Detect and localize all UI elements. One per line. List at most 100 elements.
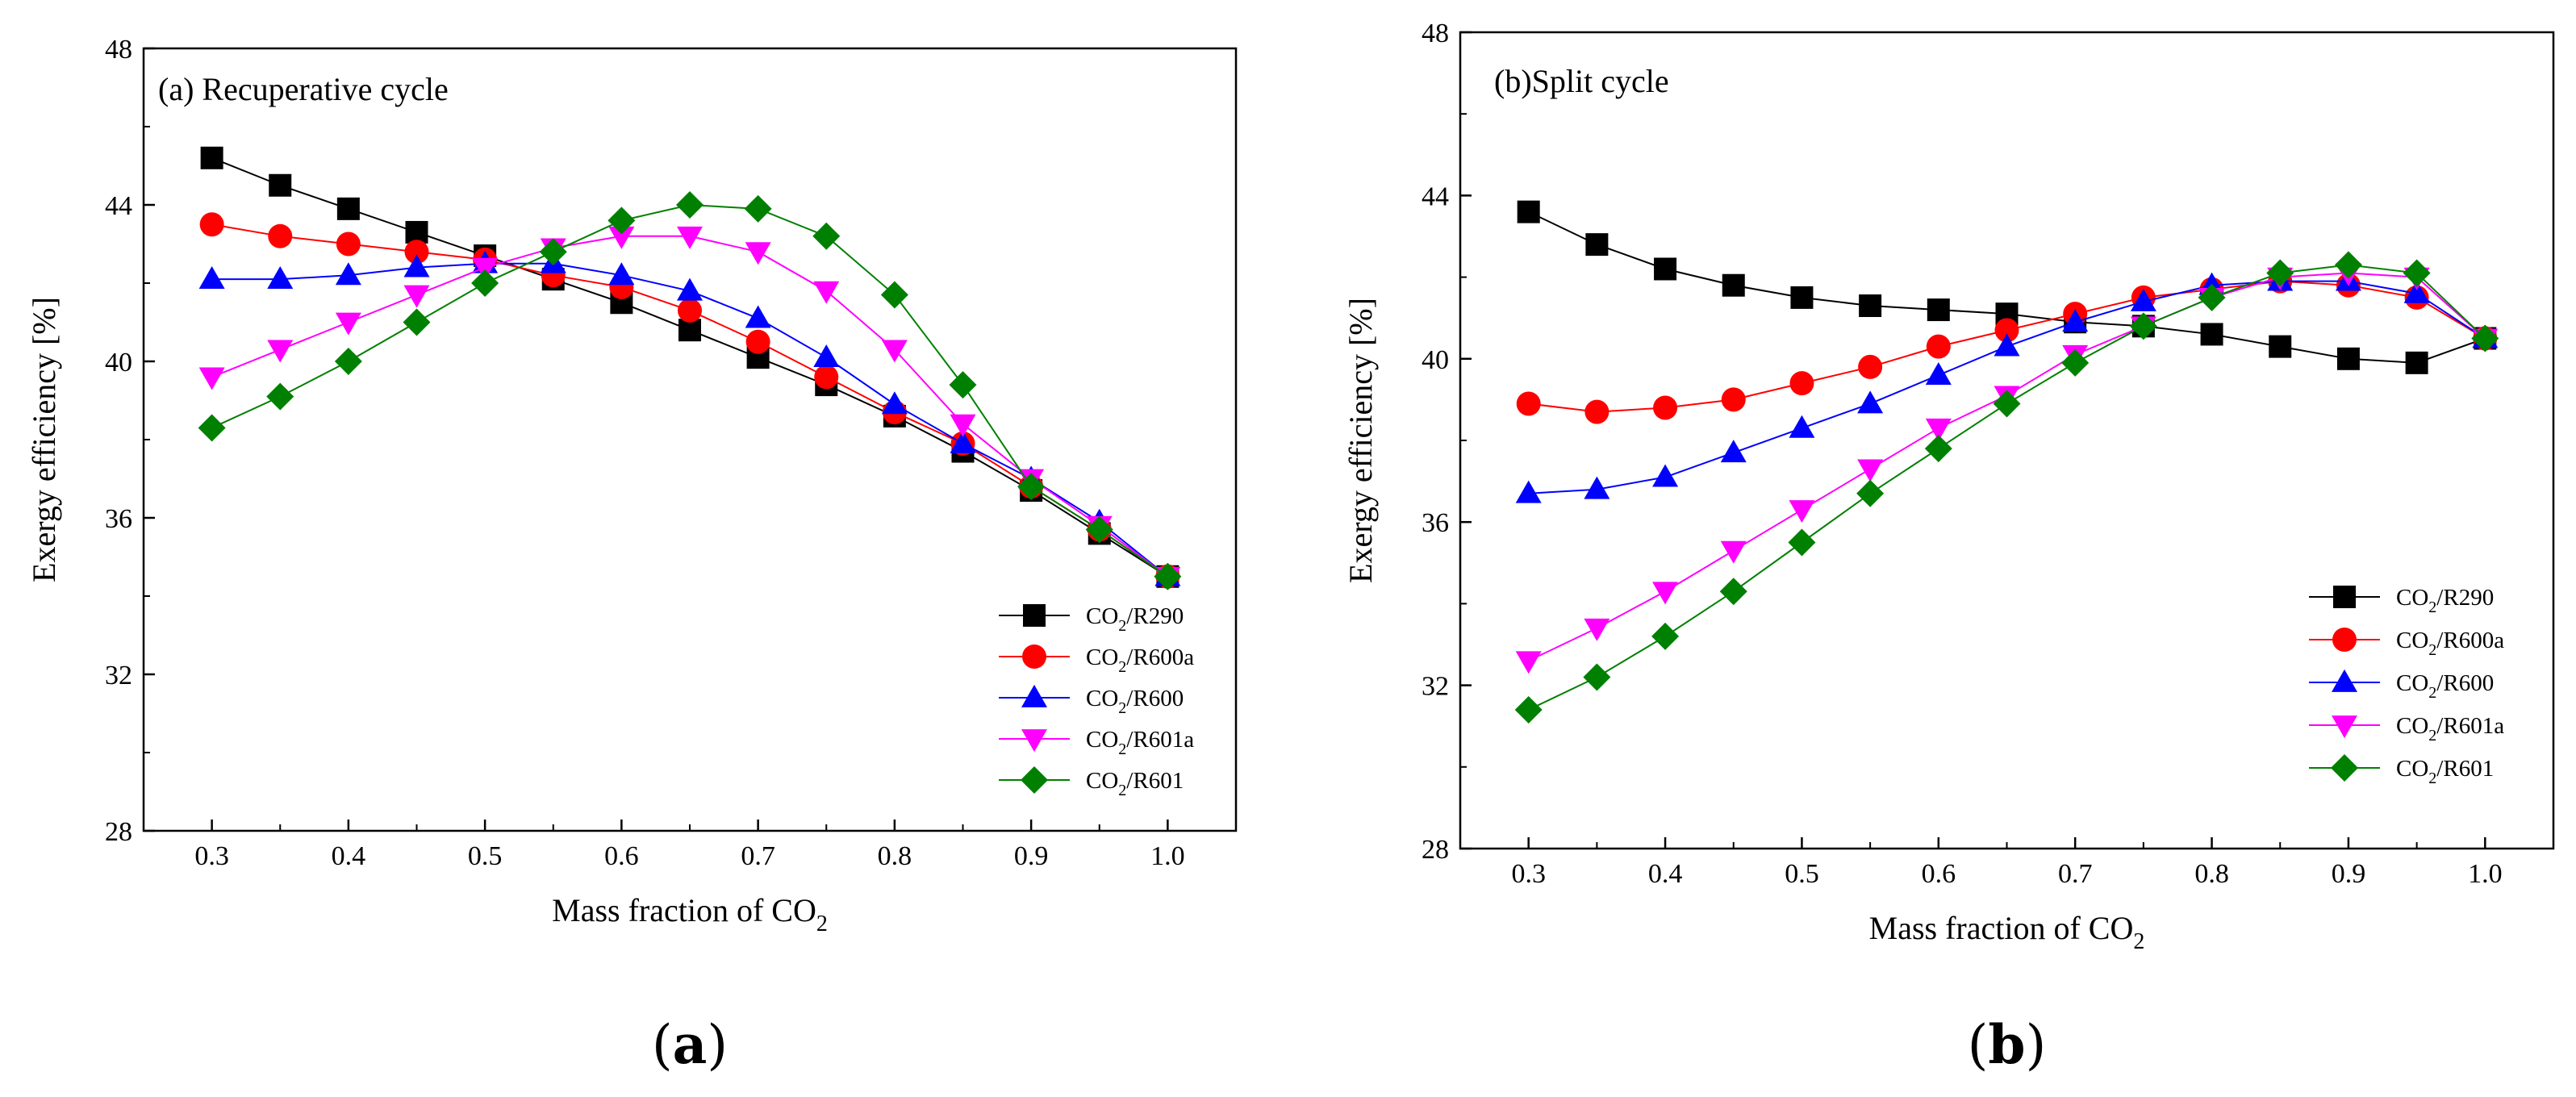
legend-label-text: CO <box>2396 713 2428 739</box>
x-tick-label: 0.7 <box>741 841 775 871</box>
data-point <box>1584 618 1610 641</box>
data-point <box>472 257 499 281</box>
data-point <box>1583 663 1611 691</box>
legend-label-subscript: 2 <box>2428 727 2436 745</box>
data-point <box>1722 273 1745 297</box>
legend-marker <box>2333 586 2356 608</box>
x-tick-label: 0.9 <box>1014 841 1049 871</box>
x-axis-title-text: Mass fraction of CO <box>552 892 816 928</box>
y-tick-label: 48 <box>105 35 132 65</box>
data-point <box>2061 348 2090 377</box>
x-axis-title: Mass fraction of CO2 <box>1869 910 2145 954</box>
legend-item: CO2/R290 <box>2309 585 2494 616</box>
y-tick-label: 36 <box>1422 508 1449 538</box>
legend-item: CO2/R290 <box>999 603 1184 635</box>
data-point <box>403 308 431 336</box>
data-point <box>1856 479 1885 507</box>
data-point <box>1994 333 2020 357</box>
y-tick-label: 28 <box>1422 835 1449 865</box>
y-axis: 28 32 36 40 44 48 <box>1422 19 1472 865</box>
data-point <box>677 226 703 249</box>
legend-label-suffix: /R601a <box>2436 713 2504 739</box>
legend-marker <box>1022 644 1046 669</box>
y-axis: 28 32 36 40 44 48 <box>105 35 155 847</box>
legend-label: CO2/R601a <box>2396 713 2504 745</box>
data-point <box>1516 391 1541 416</box>
data-point <box>2336 347 2360 370</box>
data-point <box>676 191 703 219</box>
data-point <box>2405 351 2428 374</box>
series-co2-r601 <box>1514 251 2499 724</box>
data-point <box>1585 233 1609 257</box>
data-point <box>1653 395 1678 420</box>
data-point <box>335 262 361 286</box>
legend-label-suffix: /R601 <box>2436 756 2494 782</box>
legend-label-suffix: /R290 <box>2436 585 2494 611</box>
x-axis-title-subscript: 2 <box>816 911 828 936</box>
x-tick-label: 1.0 <box>1150 841 1185 871</box>
data-point <box>1154 562 1182 590</box>
y-tick-label: 40 <box>105 348 132 377</box>
panel-title: (a) Recuperative cycle <box>158 71 449 107</box>
legend-label-suffix: /R600a <box>2436 628 2504 653</box>
data-point <box>1719 578 1747 606</box>
legend-item: CO2/R601a <box>2309 713 2504 745</box>
data-point <box>199 212 224 237</box>
data-point <box>471 269 499 297</box>
x-tick-label: 0.5 <box>468 841 503 871</box>
data-point <box>336 197 360 220</box>
data-point <box>950 430 976 453</box>
data-point <box>1925 361 1952 385</box>
legend-label-suffix: /R600a <box>1126 644 1194 670</box>
data-point <box>1515 651 1542 674</box>
data-point <box>744 194 772 223</box>
legend-label-text: CO <box>1086 768 1118 794</box>
x-tick-label: 0.8 <box>878 841 912 871</box>
x-tick-label: 0.5 <box>1785 859 1819 889</box>
data-point <box>677 277 703 301</box>
data-point <box>1652 464 1679 487</box>
y-tick-label: 44 <box>1422 181 1449 211</box>
data-point <box>1789 415 1815 438</box>
data-point <box>2403 259 2431 287</box>
caption-open: ( <box>1968 1014 1989 1076</box>
legend-label-subscript: 2 <box>1118 782 1126 799</box>
data-point <box>1858 354 1883 379</box>
data-point <box>2334 251 2362 279</box>
legend-label-subscript: 2 <box>2428 684 2436 702</box>
legend-marker <box>1023 604 1046 627</box>
plot-frame <box>1459 31 2555 850</box>
legend-label-suffix: /R601a <box>1126 727 1194 753</box>
legend-label-text: CO <box>1086 686 1118 711</box>
data-point <box>950 414 976 437</box>
data-point <box>403 285 430 308</box>
legend-item: CO2/R600a <box>2309 628 2504 659</box>
data-point <box>267 266 294 290</box>
data-point <box>745 242 771 265</box>
legend-label: CO2/R290 <box>1086 603 1184 635</box>
legend-label-subscript: 2 <box>1118 699 1126 717</box>
data-point <box>403 254 430 277</box>
series-co2-r601 <box>198 191 1182 590</box>
x-tick-label: 0.8 <box>2194 859 2229 889</box>
data-point <box>404 240 429 265</box>
legend-label-subscript: 2 <box>2428 770 2436 787</box>
plot-frame <box>142 47 1238 832</box>
data-point <box>1515 480 1542 503</box>
panel-title: (b)Split cycle <box>1494 63 1669 99</box>
data-point <box>1789 371 1814 396</box>
data-point <box>813 344 840 368</box>
panel-caption: (a) <box>652 1013 728 1076</box>
data-point <box>608 226 635 249</box>
legend-label-text: CO <box>1086 727 1118 753</box>
data-point <box>1993 390 2021 418</box>
data-point <box>1859 294 1882 318</box>
data-point <box>1584 399 1609 424</box>
data-point <box>881 340 908 363</box>
legend-label-text: CO <box>2396 628 2428 653</box>
data-point <box>1789 500 1815 523</box>
data-point <box>334 348 362 375</box>
y-axis-title: Exergy efficiency [%] <box>1342 298 1379 583</box>
legend-label-subscript: 2 <box>1118 658 1126 676</box>
y-tick-label: 44 <box>105 191 132 221</box>
